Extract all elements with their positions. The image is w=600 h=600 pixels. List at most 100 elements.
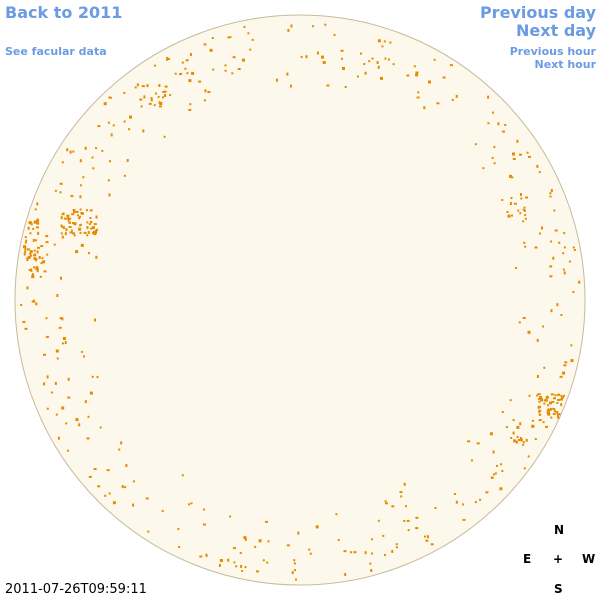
facula: [286, 72, 289, 76]
previous-day-link[interactable]: Previous day: [479, 3, 596, 22]
facula: [522, 220, 525, 223]
facula: [512, 158, 516, 160]
facula: [107, 121, 110, 124]
facula: [33, 266, 35, 269]
facula: [45, 241, 49, 244]
facula: [392, 63, 395, 66]
facula: [462, 518, 466, 521]
facula: [381, 45, 384, 48]
facula: [424, 535, 426, 538]
facula: [29, 250, 33, 254]
facula: [57, 436, 60, 440]
facula: [101, 149, 104, 152]
facula: [97, 485, 101, 488]
facula: [497, 122, 500, 126]
facula: [297, 531, 300, 535]
facula: [343, 550, 347, 553]
facula: [516, 436, 519, 438]
facula: [198, 80, 202, 83]
back-link[interactable]: Back to 2011: [5, 3, 123, 22]
facula: [79, 215, 81, 218]
facula: [109, 160, 111, 163]
facula: [95, 215, 98, 219]
facula: [87, 415, 90, 418]
facula: [388, 58, 390, 61]
facula: [199, 555, 203, 558]
next-hour-link[interactable]: Next hour: [534, 58, 597, 71]
facula: [35, 259, 38, 262]
facula: [538, 400, 541, 403]
facula: [371, 57, 374, 60]
facula: [406, 74, 410, 77]
facula: [80, 243, 84, 247]
facula: [35, 221, 38, 224]
facula: [61, 161, 64, 164]
facula: [46, 253, 49, 256]
facula: [20, 304, 23, 306]
facula: [46, 375, 49, 379]
facula: [384, 500, 387, 503]
facula: [61, 317, 64, 321]
facula: [233, 547, 236, 550]
facula: [537, 405, 540, 409]
facula: [572, 291, 575, 293]
facula: [308, 548, 311, 551]
facula: [400, 495, 403, 498]
facula: [40, 262, 43, 265]
facula: [142, 129, 145, 133]
facula: [60, 224, 63, 227]
facula: [333, 33, 336, 36]
facula: [27, 248, 30, 251]
facula: [161, 509, 164, 512]
facula: [244, 537, 247, 541]
facula: [54, 189, 57, 192]
facula: [167, 58, 170, 60]
facula: [162, 96, 164, 99]
facula: [293, 559, 296, 562]
facula: [63, 217, 67, 220]
facula: [382, 534, 385, 537]
facula: [377, 65, 380, 69]
facula: [449, 64, 453, 67]
facula: [545, 395, 549, 399]
facula: [38, 256, 41, 259]
previous-hour-link[interactable]: Previous hour: [509, 45, 596, 58]
facula: [489, 432, 493, 436]
facula: [67, 219, 70, 222]
facula: [24, 247, 27, 251]
facula: [75, 250, 79, 254]
facula: [514, 267, 517, 269]
facula: [517, 439, 521, 441]
facula: [37, 246, 40, 249]
facula: [559, 375, 563, 378]
facula: [550, 416, 553, 419]
facula: [242, 58, 245, 62]
facula: [110, 133, 113, 137]
facula: [556, 303, 559, 307]
facula: [344, 86, 347, 88]
facula: [557, 414, 560, 418]
facula: [79, 184, 82, 187]
facula: [395, 543, 398, 546]
facula: [523, 467, 526, 470]
facula: [169, 94, 172, 97]
facula: [550, 309, 553, 313]
facula: [360, 52, 362, 55]
next-day-link[interactable]: Next day: [516, 21, 596, 40]
facula: [258, 539, 262, 543]
facula: [547, 411, 551, 415]
facula: [321, 55, 324, 59]
facular-link[interactable]: See facular data: [5, 45, 107, 58]
facula: [264, 520, 268, 523]
facula: [42, 260, 46, 264]
facula: [72, 211, 76, 214]
facula: [527, 330, 531, 334]
facula: [188, 79, 192, 83]
facula: [64, 341, 67, 345]
facula: [212, 68, 215, 71]
facula: [140, 105, 143, 108]
facula: [132, 503, 135, 507]
facula: [519, 212, 522, 215]
facula: [453, 493, 456, 495]
facula: [91, 156, 94, 159]
